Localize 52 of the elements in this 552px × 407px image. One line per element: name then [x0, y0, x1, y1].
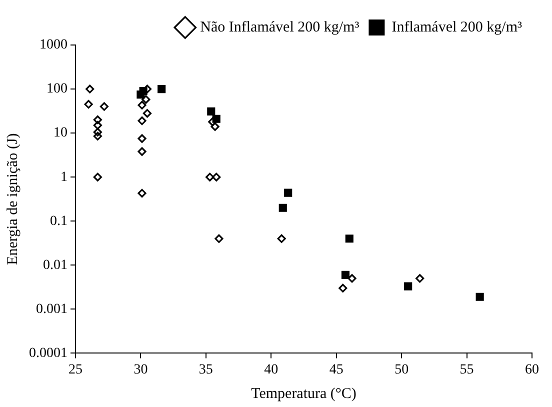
- y-tick-label: 0.01: [43, 258, 68, 273]
- y-axis-title: Energia de ignição (J): [4, 133, 21, 265]
- point: [100, 102, 108, 111]
- x-tick-label: 40: [264, 362, 278, 378]
- point: [142, 95, 150, 104]
- x-tick-label: 60: [525, 362, 539, 378]
- point: [93, 132, 102, 140]
- point: [207, 107, 216, 116]
- point: [136, 90, 145, 99]
- point: [138, 134, 146, 143]
- point: [278, 204, 287, 212]
- x-tick-label: 50: [394, 362, 409, 378]
- point: [138, 188, 146, 198]
- point: [206, 172, 214, 182]
- point: [93, 128, 102, 136]
- point: [345, 234, 354, 243]
- point: [158, 84, 166, 94]
- y-tick-label: 100: [46, 82, 68, 97]
- x-tick-label: 55: [460, 362, 474, 378]
- point: [284, 188, 292, 197]
- x-axis-title: Temperatura (°C): [251, 386, 356, 402]
- point: [138, 100, 146, 110]
- point: [93, 116, 102, 124]
- point: [476, 292, 484, 301]
- point: [277, 234, 286, 243]
- point: [84, 100, 93, 109]
- x-tick-label: 35: [198, 362, 213, 378]
- point: [93, 172, 102, 182]
- point: [142, 109, 152, 118]
- y-tick-label: 1000: [40, 38, 68, 53]
- x-tick-label: 45: [329, 362, 344, 378]
- point: [214, 234, 224, 243]
- legend-label: Inflamável 200 kg/m³: [392, 19, 523, 36]
- point: [210, 122, 220, 131]
- y-tick-label: 0.001: [36, 302, 68, 317]
- y-tick-label: 0.0001: [29, 346, 68, 361]
- point: [341, 270, 350, 279]
- y-tick-label: 10: [54, 126, 68, 141]
- y-tick-label: 1: [60, 170, 68, 185]
- point: [416, 274, 424, 283]
- y-tick-label: 0.1: [50, 214, 68, 229]
- point: [212, 172, 221, 182]
- point: [404, 282, 412, 290]
- x-tick-label: 30: [134, 362, 148, 378]
- legend-label: Não Inflamável 200 kg/m³: [200, 19, 360, 36]
- point: [348, 274, 356, 283]
- x-tick-label: 25: [68, 362, 82, 378]
- point: [86, 84, 94, 94]
- point: [93, 121, 102, 130]
- point: [338, 284, 348, 292]
- point: [138, 147, 146, 156]
- point: [138, 116, 146, 126]
